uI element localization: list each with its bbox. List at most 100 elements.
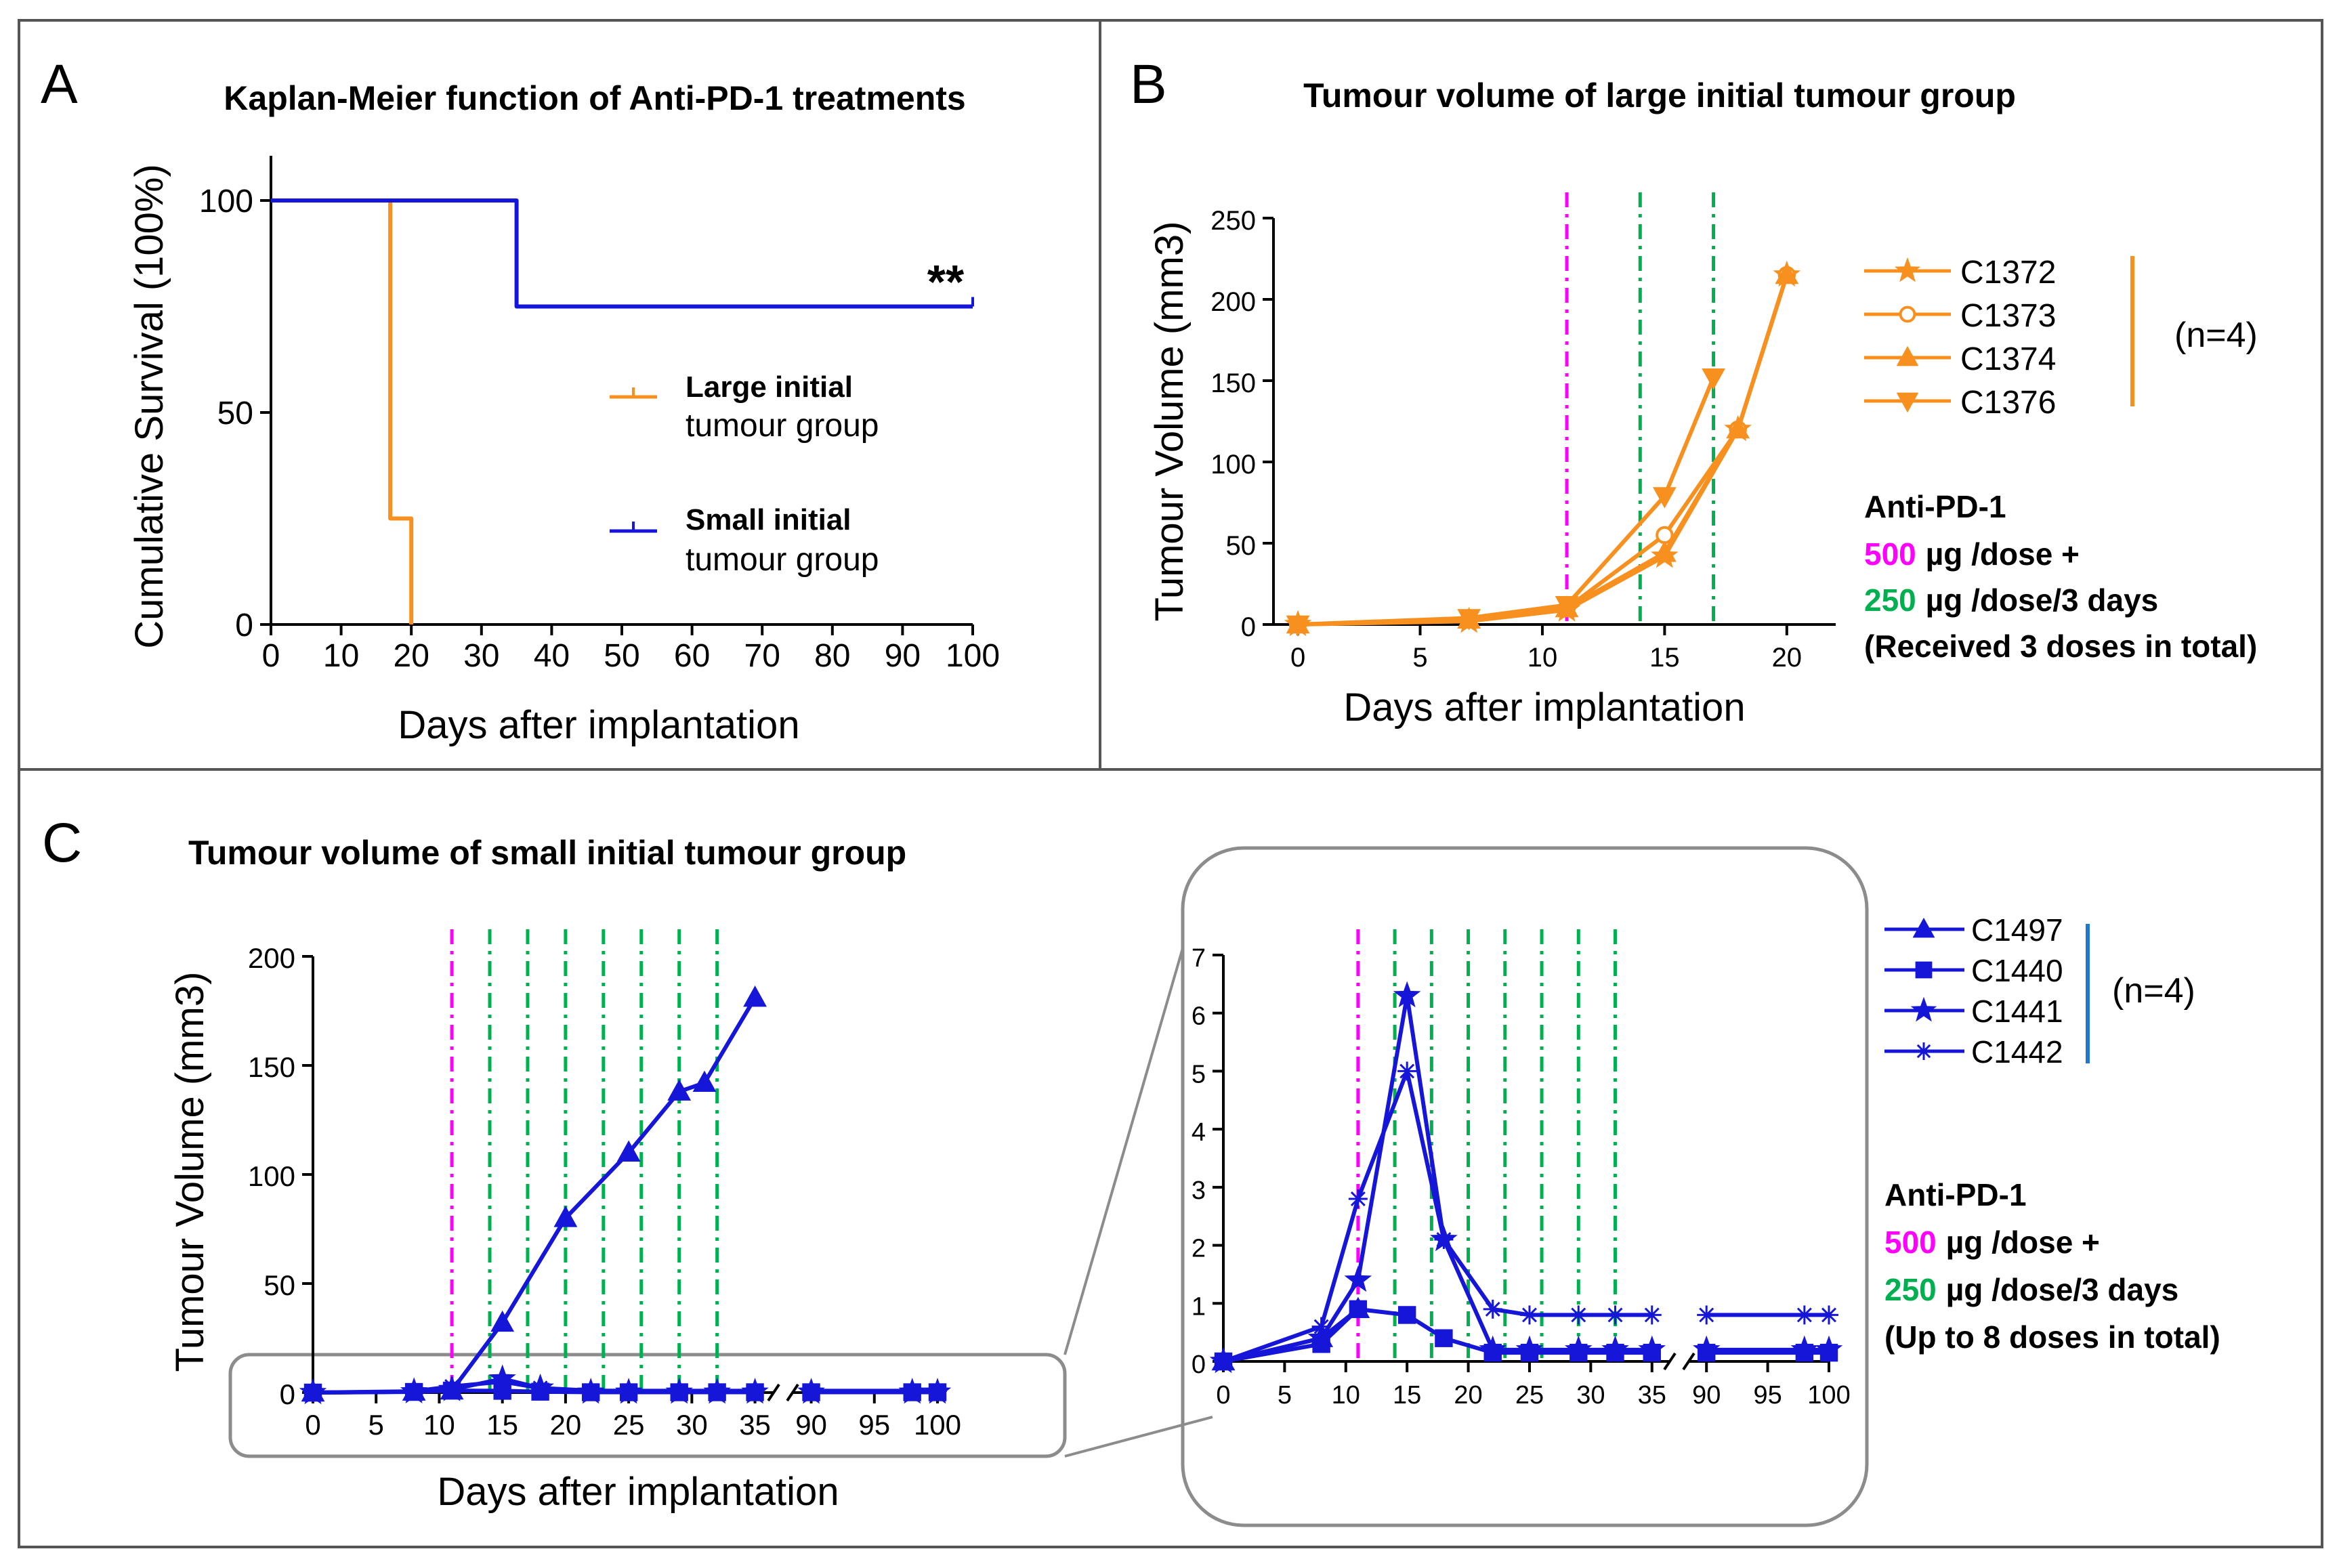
panel-b-later-dose-value: 250: [1864, 582, 1916, 618]
data-point-c1442: [581, 1381, 601, 1401]
legend-label-c1440: C1440: [1971, 953, 2063, 988]
panel-c-inset-axes: 0 1 2 3 4 5 6 7 0 5 10 15 20 25 30 35 90 95 100: [1192, 944, 1851, 1410]
axis-break-mark: [767, 1383, 780, 1402]
data-point-c1440: [1397, 1306, 1416, 1324]
data-point-c1442: [1311, 1317, 1331, 1336]
series-line-c1440: [1223, 1307, 1652, 1363]
data-point-c1442-stroke: [904, 1383, 920, 1399]
panel-b-dose-lines: [1565, 192, 1716, 624]
legend-label-c1376: C1376: [1960, 385, 2056, 421]
data-point-c1442-stroke: [305, 1385, 320, 1400]
y-tick-label: 100: [248, 1160, 295, 1192]
data-point-c1442-stroke: [1796, 1307, 1812, 1323]
data-point-c1442-stroke: [1607, 1307, 1623, 1323]
panel-a-axes: 0 50 100 0 10 20 30 40 50 60 70 80 90 100: [199, 156, 1000, 674]
panel-b-first-dose-unit: µg /dose +: [1926, 536, 2080, 572]
legend-marker-c1442-stroke: [1916, 1044, 1931, 1059]
panel-b-ylabel: Tumour Volume (mm3): [1147, 221, 1192, 622]
x-tick-label: 0: [262, 638, 280, 674]
x-tick-label: 10: [1527, 643, 1558, 673]
data-point-c1442: [1697, 1305, 1716, 1325]
y-tick-label: 50: [264, 1269, 295, 1301]
panel-a-title: Kaplan-Meier function of Anti-PD-1 treat…: [224, 79, 965, 117]
x-tick-label: 20: [1454, 1381, 1482, 1410]
x-tick-label: 5: [1412, 643, 1427, 673]
legend-label-c1441: C1441: [1971, 994, 2063, 1029]
legend-label-small-1: Small initial: [686, 503, 851, 536]
x-tick-label: 0: [305, 1409, 320, 1441]
panel-c-first-dose-value: 500: [1884, 1225, 1937, 1260]
legend-marker-c1372: [1894, 257, 1921, 282]
data-point-c1442: [492, 1372, 512, 1391]
x-tick-label: 95: [858, 1409, 890, 1441]
x-tick-label: 0: [1216, 1381, 1230, 1410]
x-tick-label: 5: [368, 1409, 384, 1441]
zoom-connector-top: [1063, 948, 1184, 1355]
panel-b-later-dose: 250 µg /dose/3 days: [1864, 582, 2158, 618]
series-line-c1497: [312, 996, 757, 1395]
data-point-c1441: [1638, 1335, 1666, 1362]
axis-break-mark: [1663, 1352, 1677, 1371]
data-point-c1442: [1483, 1299, 1502, 1319]
panel-b-chart: 0 50 100 150 200 250 0 5 10 15 20 Days after impla…: [1147, 192, 2258, 729]
x-tick-label: 10: [423, 1409, 455, 1441]
data-point-c1442-stroke: [803, 1383, 819, 1399]
panel-c-ylabel: Tumour Volume (mm3): [168, 972, 212, 1372]
data-point-c1442-stroke: [1485, 1301, 1500, 1317]
legend-label-small-2: tumour group: [686, 542, 879, 578]
panel-label-c: C: [42, 812, 82, 874]
data-point-c1441: [1790, 1335, 1819, 1362]
data-point-c1376: [1702, 368, 1725, 390]
y-tick-label: 4: [1192, 1118, 1206, 1147]
zoom-connector-bottom: [1064, 1416, 1213, 1458]
data-point-c1442-stroke: [1821, 1307, 1836, 1323]
data-point-c1442-stroke: [930, 1383, 945, 1399]
x-tick-label: 10: [1332, 1381, 1360, 1410]
data-point-c1442-stroke: [494, 1374, 510, 1389]
x-tick-label: 90: [885, 638, 921, 674]
data-point-c1497: [692, 1070, 717, 1092]
data-point-c1497: [616, 1140, 641, 1162]
y-tick-label: 0: [1192, 1351, 1206, 1379]
legend-marker-c1373: [1899, 305, 1916, 323]
panel-c-inset-series: [1209, 981, 1843, 1374]
frame-panel-c: [18, 768, 2323, 1548]
data-point-c1442: [1569, 1305, 1588, 1325]
data-point-c1442: [1397, 1061, 1417, 1081]
x-tick-label: 20: [394, 638, 429, 674]
data-point-c1497: [490, 1310, 515, 1332]
data-point-c1442-stroke: [747, 1383, 763, 1399]
legend-label-c1373: C1373: [1960, 298, 2056, 334]
y-tick-label: 200: [1210, 287, 1256, 317]
axis-break-mark: [786, 1383, 799, 1402]
legend-label-large-2: tumour group: [686, 408, 879, 444]
data-point-c1442-stroke: [709, 1383, 725, 1399]
legend-label-c1442: C1442: [1971, 1034, 2063, 1069]
data-point-c1440: [1435, 1329, 1453, 1347]
data-point-c1442: [801, 1381, 821, 1401]
y-tick-label: 1: [1192, 1292, 1206, 1321]
x-tick-label: 50: [604, 638, 639, 674]
x-tick-label: 35: [1638, 1381, 1666, 1410]
x-tick-label: 40: [534, 638, 570, 674]
panel-c-main-series: [299, 986, 952, 1405]
data-point-c1441: [1479, 1335, 1507, 1362]
data-point-c1442-stroke: [1571, 1307, 1586, 1323]
data-point-c1442: [530, 1378, 550, 1398]
legend-marker-c1376: [1896, 392, 1919, 413]
data-point-c1442: [745, 1381, 765, 1401]
panel-c-first-dose: 500 µg /dose +: [1884, 1225, 2100, 1260]
data-point-c1374: [1775, 262, 1799, 284]
data-point-c1442-stroke: [1216, 1354, 1231, 1369]
data-point-c1441: [1393, 981, 1421, 1008]
panel-c-legend: C1497 C1440 C1441 C1442: [1884, 912, 2063, 1069]
data-point-c1442-stroke: [1436, 1232, 1452, 1247]
panel-c-treatment: Anti-PD-1 500 µg /dose + 250 µg /dose/3 da…: [1884, 1177, 2220, 1355]
y-tick-label: 0: [280, 1378, 295, 1410]
data-point-c1442: [1819, 1305, 1838, 1325]
y-tick-label: 6: [1192, 1002, 1206, 1031]
panel-b-legend: C1372 C1373 C1374 C1376: [1864, 255, 2056, 421]
survival-curve-large: [271, 198, 414, 624]
y-tick-label: 50: [217, 396, 253, 431]
